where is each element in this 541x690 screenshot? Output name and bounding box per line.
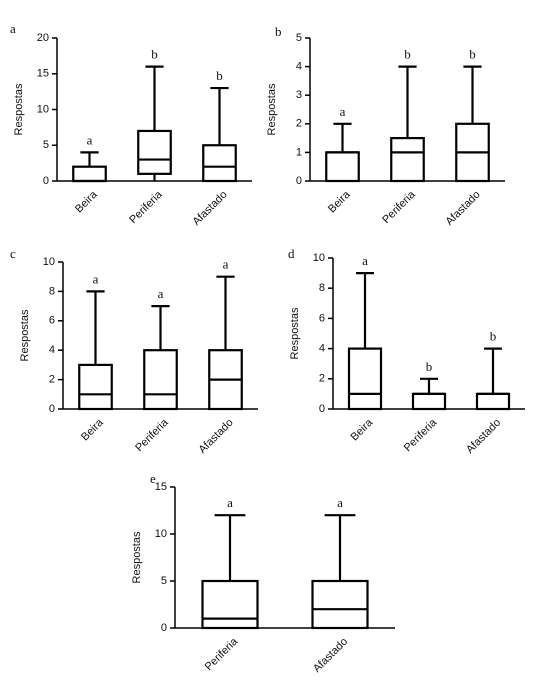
panel-label: c xyxy=(10,246,16,261)
box xyxy=(201,579,259,630)
box xyxy=(78,363,113,411)
y-tick-label: 2 xyxy=(319,373,325,385)
significance-letter: a xyxy=(93,271,99,286)
y-tick-label: 5 xyxy=(296,32,302,44)
y-tick-label: 4 xyxy=(296,61,302,73)
x-tick-label: Periferia xyxy=(133,416,171,454)
y-tick-label: 2 xyxy=(296,118,302,130)
y-tick-label: 10 xyxy=(155,528,167,540)
box xyxy=(325,151,360,183)
panel-label: d xyxy=(288,246,295,261)
y-tick-label: 0 xyxy=(296,175,302,187)
box xyxy=(411,392,447,411)
significance-letter: b xyxy=(404,47,411,62)
x-tick-label: Periferia xyxy=(402,416,440,454)
significance-letter: a xyxy=(223,257,229,272)
significance-letter: a xyxy=(87,132,93,147)
x-tick-label: Periferia xyxy=(127,188,165,226)
x-tick-label: Periferia xyxy=(380,188,418,226)
significance-letter: a xyxy=(227,495,233,510)
y-tick-label: 10 xyxy=(43,256,55,268)
x-tick-label: Afastado xyxy=(196,417,235,456)
significance-letter: b xyxy=(151,47,158,62)
panel-label: b xyxy=(275,24,282,39)
panel-label: e xyxy=(150,471,156,486)
y-tick-label: 5 xyxy=(43,139,49,151)
panel-label: a xyxy=(10,21,16,36)
y-tick-label: 0 xyxy=(49,403,55,415)
box xyxy=(311,579,369,630)
x-tick-label: Periferia xyxy=(203,635,241,673)
box xyxy=(390,137,425,183)
y-tick-label: 2 xyxy=(49,374,55,386)
y-tick-label: 15 xyxy=(37,68,49,80)
significance-letter: a xyxy=(340,104,346,119)
y-tick-label: 0 xyxy=(43,175,49,187)
y-axis-label: Respostas xyxy=(19,309,31,361)
y-tick-label: 10 xyxy=(313,252,325,264)
y-tick-label: 3 xyxy=(296,89,302,101)
x-tick-label: Beira xyxy=(79,416,106,443)
x-tick-label: Beira xyxy=(349,416,376,443)
significance-letter: a xyxy=(337,495,343,510)
x-tick-label: Afastado xyxy=(190,189,229,228)
y-tick-label: 1 xyxy=(296,146,302,158)
y-tick-label: 8 xyxy=(319,282,325,294)
x-tick-label: Afastado xyxy=(443,189,482,228)
x-tick-label: Afastado xyxy=(311,636,350,675)
y-tick-label: 20 xyxy=(37,32,49,44)
y-tick-label: 5 xyxy=(161,575,167,587)
box xyxy=(475,392,511,411)
x-tick-label: Afastado xyxy=(464,417,503,456)
x-tick-label: Beira xyxy=(73,188,100,215)
significance-letter: a xyxy=(158,286,164,301)
significance-letter: b xyxy=(216,68,223,83)
significance-letter: b xyxy=(469,47,476,62)
y-tick-label: 8 xyxy=(49,285,55,297)
box xyxy=(137,129,172,175)
y-axis-label: Respostas xyxy=(13,83,25,135)
y-tick-label: 6 xyxy=(49,315,55,327)
y-axis-label: Respostas xyxy=(289,307,301,359)
y-axis-label: Respostas xyxy=(266,83,278,135)
box xyxy=(202,144,237,183)
y-tick-label: 0 xyxy=(319,403,325,415)
box xyxy=(347,347,383,411)
x-tick-label: Beira xyxy=(326,188,353,215)
y-tick-label: 0 xyxy=(161,622,167,634)
y-tick-label: 4 xyxy=(319,343,325,355)
significance-letter: a xyxy=(362,253,368,268)
y-tick-label: 4 xyxy=(49,344,55,356)
y-tick-label: 15 xyxy=(155,481,167,493)
y-axis-label: Respostas xyxy=(131,531,143,583)
y-tick-label: 10 xyxy=(37,103,49,115)
box xyxy=(72,165,107,183)
box xyxy=(143,349,178,411)
y-tick-label: 6 xyxy=(319,312,325,324)
significance-letter: b xyxy=(426,359,433,374)
significance-letter: b xyxy=(490,329,497,344)
